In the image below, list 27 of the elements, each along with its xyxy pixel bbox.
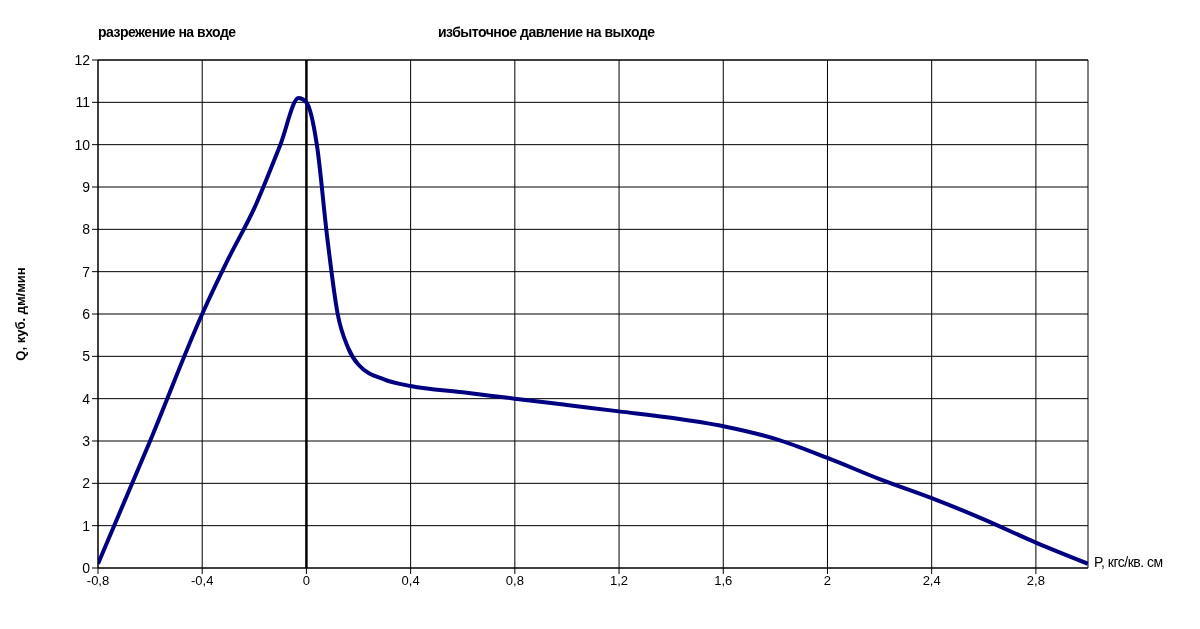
x-tick-label: 1,6 — [714, 573, 733, 589]
x-tick-label: 2,8 — [1026, 573, 1045, 589]
y-tick-label: 9 — [82, 178, 91, 195]
y-tick-label: 0 — [82, 559, 91, 576]
x-tick-label: -0,8 — [86, 573, 110, 589]
x-tick-label: 1,2 — [610, 573, 629, 589]
y-tick-label: 3 — [82, 432, 91, 449]
y-tick-label: 2 — [82, 475, 91, 492]
x-axis-title: P, кгс/кв. см — [1094, 554, 1163, 570]
x-tick-label: 2 — [823, 573, 832, 589]
x-tick-label: 0,4 — [401, 573, 420, 589]
y-tick-label: 6 — [82, 305, 91, 322]
y-tick-label: 10 — [74, 136, 91, 153]
x-tick-label: 0 — [302, 573, 311, 589]
y-tick-label: 4 — [82, 390, 91, 407]
text: избыточное давление на выходе — [438, 24, 655, 40]
y-tick-label: 11 — [75, 94, 91, 111]
y-tick-label: 5 — [82, 348, 91, 365]
text: разрежение на входе — [98, 24, 236, 40]
y-tick-label: 7 — [82, 263, 91, 280]
x-tick-label: 0,8 — [505, 573, 524, 589]
y-tick-label: 1 — [82, 517, 91, 534]
y-axis-title: Q, куб. дм/мин — [12, 267, 28, 361]
y-tick-label: 12 — [74, 51, 91, 68]
x-tick-label: 2,4 — [922, 573, 941, 589]
x-tick-label: -0,4 — [191, 573, 214, 589]
y-tick-label: 8 — [82, 221, 91, 238]
